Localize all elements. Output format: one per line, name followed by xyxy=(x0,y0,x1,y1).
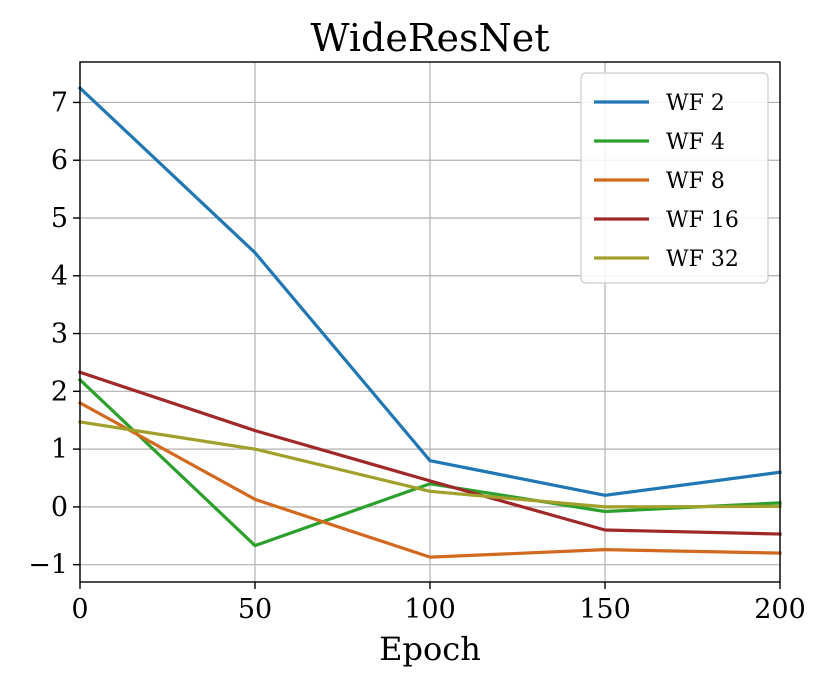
legend-label-wf-4: WF 4 xyxy=(666,130,725,155)
legend-label-wf-16: WF 16 xyxy=(666,208,739,233)
y-tick-label: 6 xyxy=(51,145,68,176)
chart-title: WideResNet xyxy=(311,16,550,60)
series-layer xyxy=(77,85,782,559)
y-tick-label: 7 xyxy=(51,87,68,118)
y-tick-label: 5 xyxy=(51,203,68,234)
legend-label-wf-8: WF 8 xyxy=(666,169,725,194)
x-tick-label: 100 xyxy=(404,594,456,625)
series-line-wf-16 xyxy=(77,370,782,536)
series-line-wf-2 xyxy=(77,85,782,497)
legend-label-wf-2: WF 2 xyxy=(666,91,725,116)
y-tick-label: −1 xyxy=(28,550,68,581)
x-axis-label: Epoch xyxy=(379,630,481,668)
y-tick-label: 2 xyxy=(51,376,68,407)
y-tick-label: 3 xyxy=(51,319,68,350)
y-tick-label: 0 xyxy=(51,492,68,523)
x-tick-label: 50 xyxy=(238,594,272,625)
legend: WF 2 WF 4 WF 8 WF 16 WF 32 xyxy=(580,72,769,284)
legend-label-wf-32: WF 32 xyxy=(666,247,739,272)
series-line-wf-32 xyxy=(78,420,782,509)
x-tick-label: 200 xyxy=(754,594,806,625)
legend-box xyxy=(580,72,769,284)
series-line-wf-8 xyxy=(77,400,782,559)
y-tick-label: 1 xyxy=(51,434,68,465)
x-tick-label: 150 xyxy=(579,594,631,625)
y-tick-label: 4 xyxy=(51,261,68,292)
series-line-wf-4 xyxy=(77,377,782,548)
x-tick-label: 0 xyxy=(71,594,88,625)
